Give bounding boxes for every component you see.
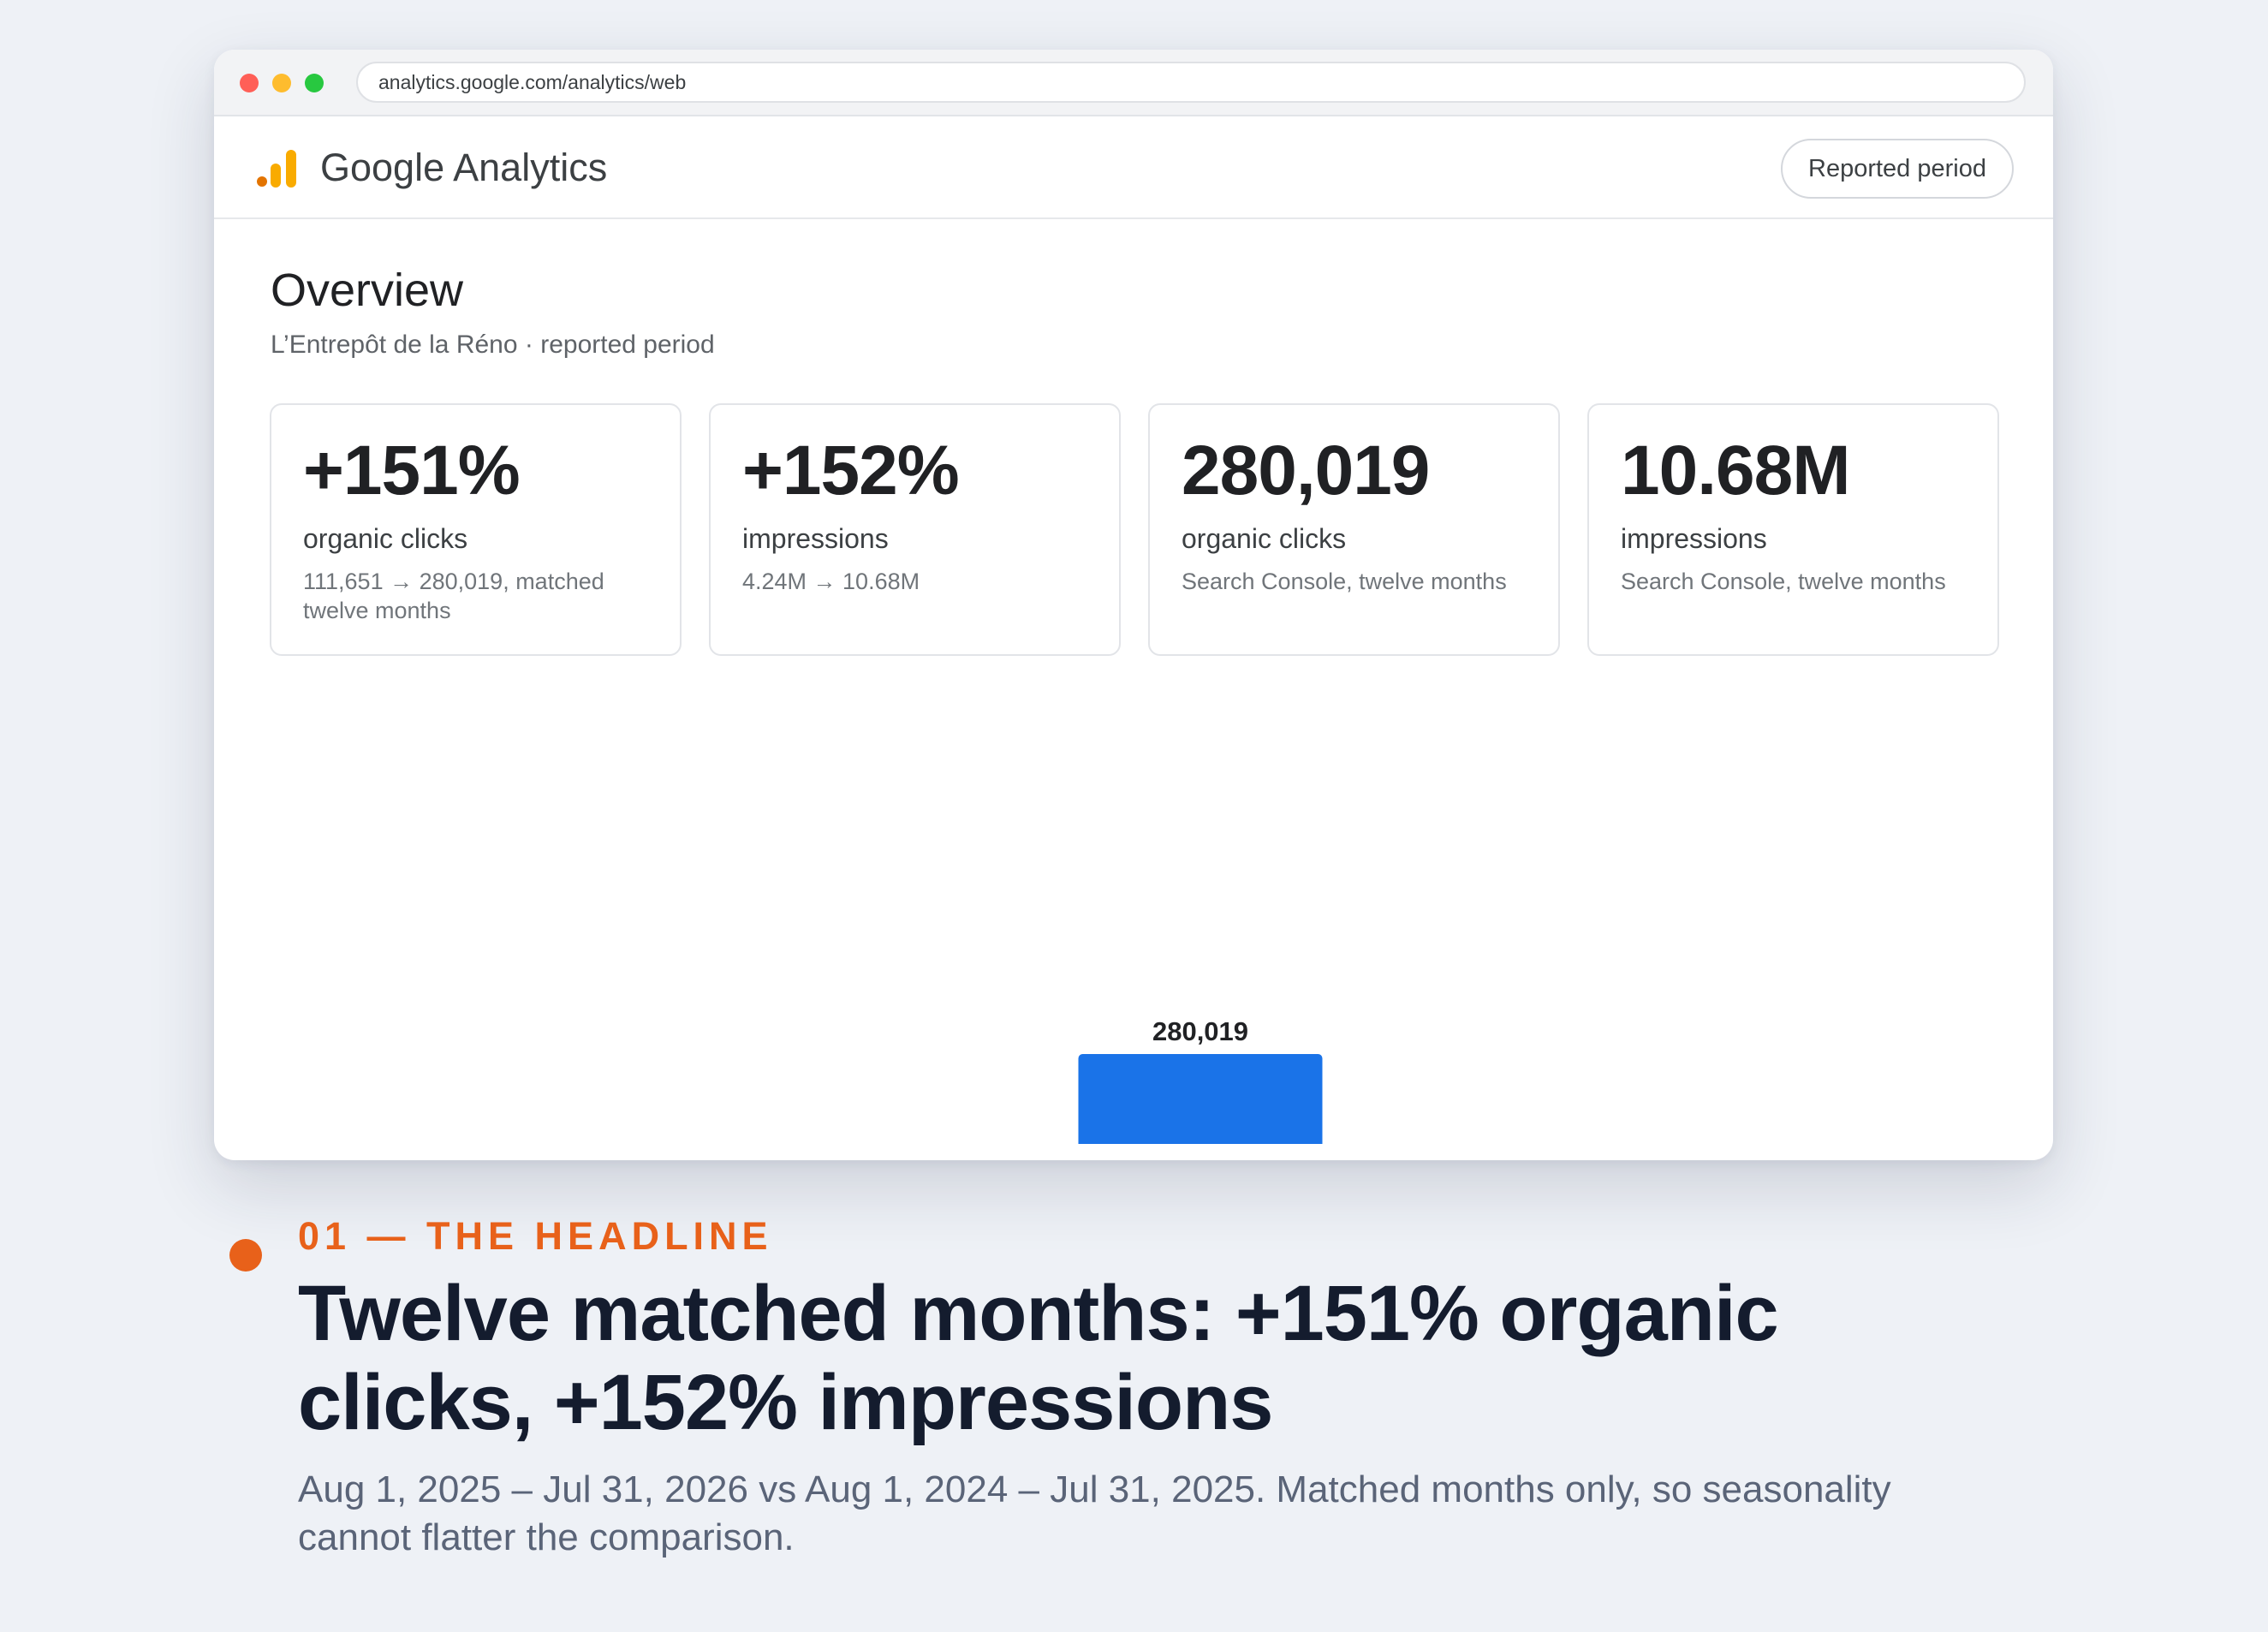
metric-card-clicks-total: 280,019 organic clicks Search Console, t… [1148,403,1560,656]
metric-detail: Search Console, twelve months [1621,569,1946,594]
page-title: Overview [271,265,464,316]
minimize-window-button[interactable] [272,74,291,92]
metric-card-impressions-change: +152% impressions 4.24M → 10.68M [709,403,1121,656]
address-bar[interactable]: analytics.google.com/analytics/web [356,62,2026,103]
section-eyebrow: 01 — THE HEADLINE [298,1214,773,1258]
browser-titlebar: analytics.google.com/analytics/web [214,50,2053,116]
metric-detail: Search Console, twelve months [1182,569,1507,594]
bar-chart-svg: 111,651Prior period280,019Reported perio… [1078,1016,1323,1144]
clicks-bar-chart: 111,651Prior period280,019Reported perio… [416,750,1923,1144]
metric-card-impressions-total: 10.68M impressions Search Console, twelv… [1587,403,1999,656]
bar-reported-period [1078,1054,1323,1144]
app-header: Google Analytics Reported period [214,116,2053,219]
close-window-button[interactable] [240,74,259,92]
metric-value: +151% [303,432,521,509]
metric-value: 280,019 [1182,432,1430,509]
maximize-window-button[interactable] [305,74,324,92]
metric-card-clicks-change: +151% organic clicks 111,651 → 280,019, … [270,403,682,656]
metric-cards: +151% organic clicks 111,651 → 280,019, … [270,403,1999,656]
app-name: Google Analytics [320,146,608,189]
metric-label: impressions [742,523,889,554]
section-headline: Twelve matched months: +151% organic cli… [298,1270,1779,1446]
metric-label: impressions [1621,523,1767,554]
section-bullet [229,1239,262,1272]
section-subtext: Aug 1, 2025 – Jul 31, 2026 vs Aug 1, 202… [298,1468,1891,1558]
metric-label: organic clicks [303,523,468,554]
browser-window: analytics.google.com/analytics/web Googl… [214,50,2053,1160]
page-subtitle: L’Entrepôt de la Réno · reported period [271,331,715,359]
metric-label: organic clicks [1182,523,1347,554]
google-analytics-logo-icon [257,150,296,188]
metric-detail: 4.24M → 10.68M [742,569,920,594]
metric-value: 10.68M [1621,432,1851,509]
metric-value: +152% [742,432,960,509]
bar-value-label: 280,019 [1152,1016,1248,1046]
metric-detail: 111,651 → 280,019, matched twelve months [303,569,604,623]
reported-period-button[interactable]: Reported period [1781,139,2014,199]
